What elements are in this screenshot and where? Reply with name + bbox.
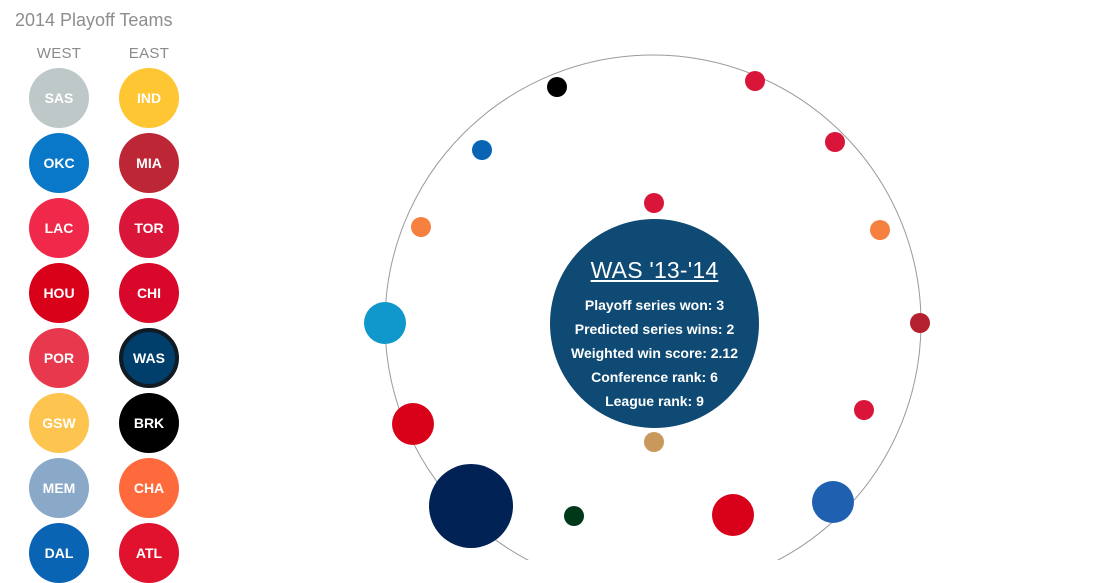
east-column-header: EAST bbox=[128, 45, 170, 62]
page-title: 2014 Playoff Teams bbox=[15, 10, 173, 30]
ring-dot-7[interactable] bbox=[870, 220, 890, 240]
team-button-cha[interactable]: CHA bbox=[119, 458, 179, 518]
ring-dot-10[interactable] bbox=[854, 400, 874, 420]
detail-conference-rank: Conference rank: 6 bbox=[591, 369, 718, 385]
ring-dot-9[interactable] bbox=[910, 313, 930, 333]
detail-league-rank: League rank: 9 bbox=[605, 393, 704, 409]
ring-dot-4[interactable] bbox=[825, 132, 845, 152]
team-button-tor[interactable]: TOR bbox=[119, 198, 179, 258]
team-button-was[interactable]: WAS bbox=[119, 328, 179, 388]
detail-title: WAS '13-'14 bbox=[590, 257, 719, 283]
ring-dot-1[interactable] bbox=[547, 77, 567, 97]
ring-dot-13[interactable] bbox=[429, 464, 513, 548]
team-button-ind[interactable]: IND bbox=[119, 68, 179, 128]
ring-dot-12[interactable] bbox=[644, 432, 664, 452]
ring-dot-6[interactable] bbox=[411, 217, 431, 237]
team-button-mem[interactable]: MEM bbox=[29, 458, 89, 518]
team-button-chi[interactable]: CHI bbox=[119, 263, 179, 323]
ring-dot-8[interactable] bbox=[364, 302, 406, 344]
team-button-lac[interactable]: LAC bbox=[29, 198, 89, 258]
team-button-mia[interactable]: MIA bbox=[119, 133, 179, 193]
team-detail-circle: WAS '13-'14 Playoff series won: 3 Predic… bbox=[550, 219, 759, 428]
team-button-gsw[interactable]: GSW bbox=[29, 393, 89, 453]
team-button-hou[interactable]: HOU bbox=[29, 263, 89, 323]
ring-dot-5[interactable] bbox=[644, 193, 664, 213]
ring-dots bbox=[364, 71, 930, 548]
team-button-brk[interactable]: BRK bbox=[119, 393, 179, 453]
ring-dot-2[interactable] bbox=[745, 71, 765, 91]
west-column-header: WEST bbox=[36, 45, 82, 62]
team-button-por[interactable]: POR bbox=[29, 328, 89, 388]
team-button-sas[interactable]: SAS bbox=[29, 68, 89, 128]
ring-dot-11[interactable] bbox=[392, 403, 434, 445]
detail-playoff-series-won: Playoff series won: 3 bbox=[584, 297, 725, 313]
ring-dot-14[interactable] bbox=[564, 506, 584, 526]
ring-dot-16[interactable] bbox=[812, 481, 854, 523]
ring-dot-15[interactable] bbox=[712, 494, 754, 536]
detail-predicted-series-wins: Predicted series wins: 2 bbox=[574, 321, 735, 337]
ring-dot-3[interactable] bbox=[472, 140, 492, 160]
detail-weighted-win-score: Weighted win score: 2.12 bbox=[570, 345, 738, 361]
ring-visualization bbox=[364, 54, 930, 560]
team-button-okc[interactable]: OKC bbox=[29, 133, 89, 193]
